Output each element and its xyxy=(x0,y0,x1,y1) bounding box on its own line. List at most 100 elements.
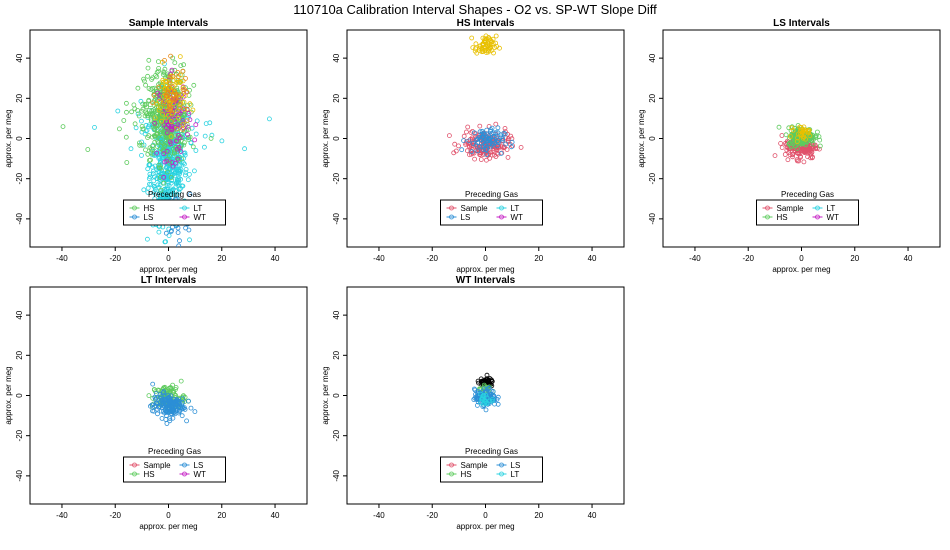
data-point xyxy=(492,401,497,407)
data-point xyxy=(150,381,156,387)
data-point xyxy=(180,122,186,127)
data-point xyxy=(159,170,165,176)
data-point xyxy=(477,143,483,149)
data-point xyxy=(183,76,188,81)
data-point xyxy=(156,107,162,113)
data-point xyxy=(174,126,180,132)
data-point xyxy=(173,95,179,101)
legend-entry-ls: LS xyxy=(461,213,471,222)
data-point xyxy=(170,409,176,415)
legend-swatch-marker xyxy=(815,214,820,220)
data-point xyxy=(479,144,485,149)
y-tick-label: -40 xyxy=(15,213,24,225)
data-point xyxy=(158,408,164,414)
data-point xyxy=(786,141,792,147)
data-point xyxy=(117,126,122,132)
data-point xyxy=(157,146,163,152)
data-point xyxy=(150,100,156,106)
x-tick-label: -20 xyxy=(109,254,121,263)
data-point xyxy=(161,397,167,403)
data-point xyxy=(181,99,187,105)
data-point xyxy=(471,397,477,402)
data-point xyxy=(136,113,142,119)
legend-entry-wt: WT xyxy=(194,213,207,222)
data-point xyxy=(175,122,181,128)
data-point xyxy=(183,170,189,176)
legend-entry-lt: LT xyxy=(511,470,520,479)
data-point xyxy=(172,83,178,88)
data-point xyxy=(150,408,155,414)
data-point xyxy=(482,400,488,406)
data-point xyxy=(152,126,158,131)
x-axis-label: approx. per meg xyxy=(456,522,514,531)
data-point xyxy=(157,182,163,188)
data-point xyxy=(451,150,457,156)
data-point xyxy=(505,154,511,160)
data-point xyxy=(145,73,151,79)
data-point xyxy=(155,59,161,64)
data-point xyxy=(148,182,154,188)
data-point xyxy=(474,402,480,408)
data-point xyxy=(175,225,181,231)
data-point xyxy=(171,410,177,416)
data-point xyxy=(461,138,467,144)
data-point xyxy=(484,127,490,133)
data-point xyxy=(509,144,514,150)
data-point xyxy=(92,125,97,130)
data-point xyxy=(142,131,148,137)
data-point xyxy=(802,130,808,136)
legend-swatch-marker xyxy=(182,462,187,468)
data-point xyxy=(154,400,159,406)
data-point xyxy=(160,72,166,77)
y-axis-label: approx. per meg xyxy=(4,109,13,167)
data-point xyxy=(476,147,482,153)
data-point xyxy=(175,156,181,162)
y-axis-label: approx. per meg xyxy=(321,109,330,167)
y-tick-label: 0 xyxy=(15,136,24,141)
data-point xyxy=(175,399,181,404)
data-point xyxy=(138,118,144,124)
data-point xyxy=(164,130,170,136)
y-tick-label: -40 xyxy=(332,470,341,482)
chart-panel-3: LS Intervals -40 -20 0 20 40 40 20 0 -20 -40 approx… xyxy=(637,18,941,274)
y-tick-label: 20 xyxy=(332,350,341,359)
data-point xyxy=(192,137,198,143)
data-point xyxy=(151,190,157,195)
data-point xyxy=(156,68,161,74)
data-point xyxy=(168,107,174,113)
y-tick-label: 0 xyxy=(648,136,657,141)
data-point xyxy=(495,138,501,144)
data-point xyxy=(493,130,499,136)
data-point xyxy=(178,149,184,155)
data-point xyxy=(158,140,164,145)
data-point xyxy=(778,140,783,146)
data-point xyxy=(178,128,184,134)
data-point xyxy=(480,404,486,409)
data-point xyxy=(167,398,173,404)
data-point xyxy=(176,108,182,114)
legend-swatch-marker xyxy=(132,471,137,477)
data-point xyxy=(495,125,501,131)
legend-entry-wt: WT xyxy=(511,213,524,222)
data-point xyxy=(487,43,492,49)
data-point xyxy=(503,141,509,147)
data-point xyxy=(141,76,147,82)
legend-entry-hs: HS xyxy=(777,213,788,222)
x-tick-label: 40 xyxy=(588,254,597,263)
data-point xyxy=(151,168,156,174)
data-point xyxy=(124,109,129,115)
y-tick-label: 40 xyxy=(332,53,341,62)
data-point xyxy=(813,133,819,139)
data-point xyxy=(173,133,179,138)
data-point xyxy=(154,150,160,156)
data-point xyxy=(485,43,491,49)
y-axis-label: approx. per meg xyxy=(4,366,13,424)
legend-entry-ls: LS xyxy=(144,213,154,222)
data-point xyxy=(161,151,167,157)
data-point xyxy=(177,238,182,244)
data-point xyxy=(193,148,199,153)
legend-title: Preceding Gas xyxy=(781,190,834,199)
data-point xyxy=(470,141,476,146)
x-tick-label: -40 xyxy=(56,511,68,520)
data-point xyxy=(493,121,499,127)
